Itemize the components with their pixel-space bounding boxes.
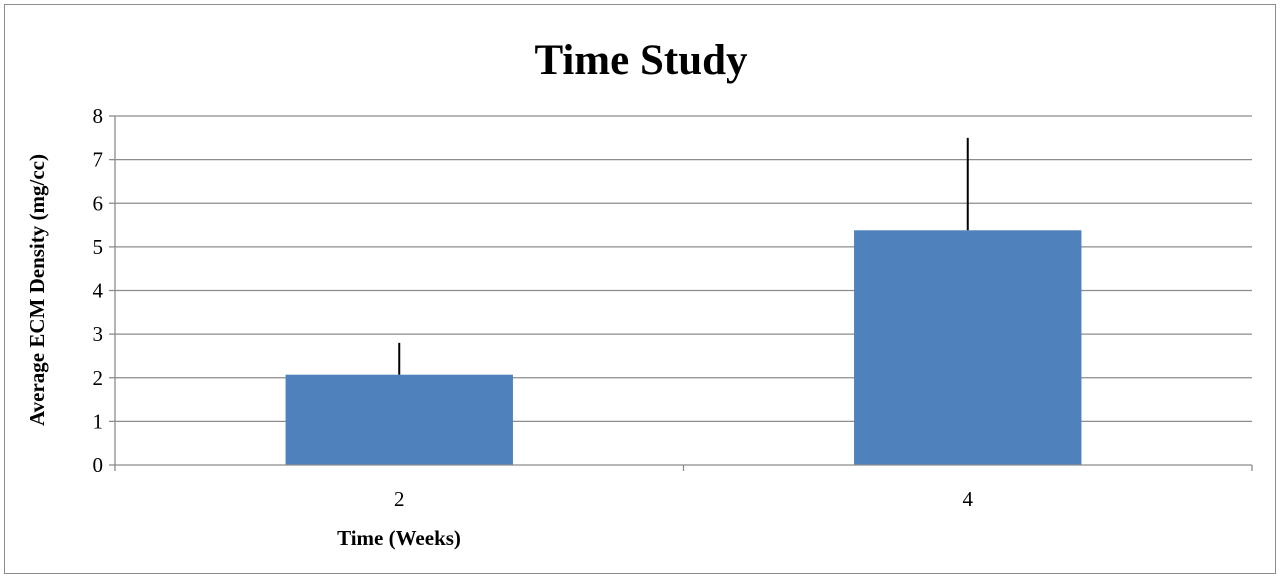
- y-tick-label: 3: [93, 322, 104, 346]
- x-tick-label: 2: [394, 487, 405, 511]
- y-tick-label: 0: [93, 453, 104, 477]
- y-tick-label: 7: [93, 148, 104, 172]
- y-tick-label: 8: [93, 104, 104, 128]
- chart-title: Time Study: [534, 37, 748, 84]
- y-tick-label: 6: [93, 191, 104, 215]
- error-bars: [398, 137, 969, 375]
- bar: [854, 230, 1082, 465]
- axes: [109, 115, 1253, 471]
- x-tick-label: 4: [963, 487, 974, 511]
- y-tick-labels: 0 1 2 3 4 5 6 7 8: [93, 104, 104, 477]
- y-tick-label: 5: [93, 235, 104, 259]
- y-tick-label: 1: [93, 409, 104, 433]
- y-tick-label: 2: [93, 366, 104, 390]
- bar: [285, 374, 513, 465]
- x-axis-title: Time (Weeks): [337, 526, 461, 550]
- bars: [285, 230, 1082, 465]
- y-tick-label: 4: [93, 279, 104, 303]
- y-axis-title: Average ECM Density (mg/cc): [25, 154, 49, 426]
